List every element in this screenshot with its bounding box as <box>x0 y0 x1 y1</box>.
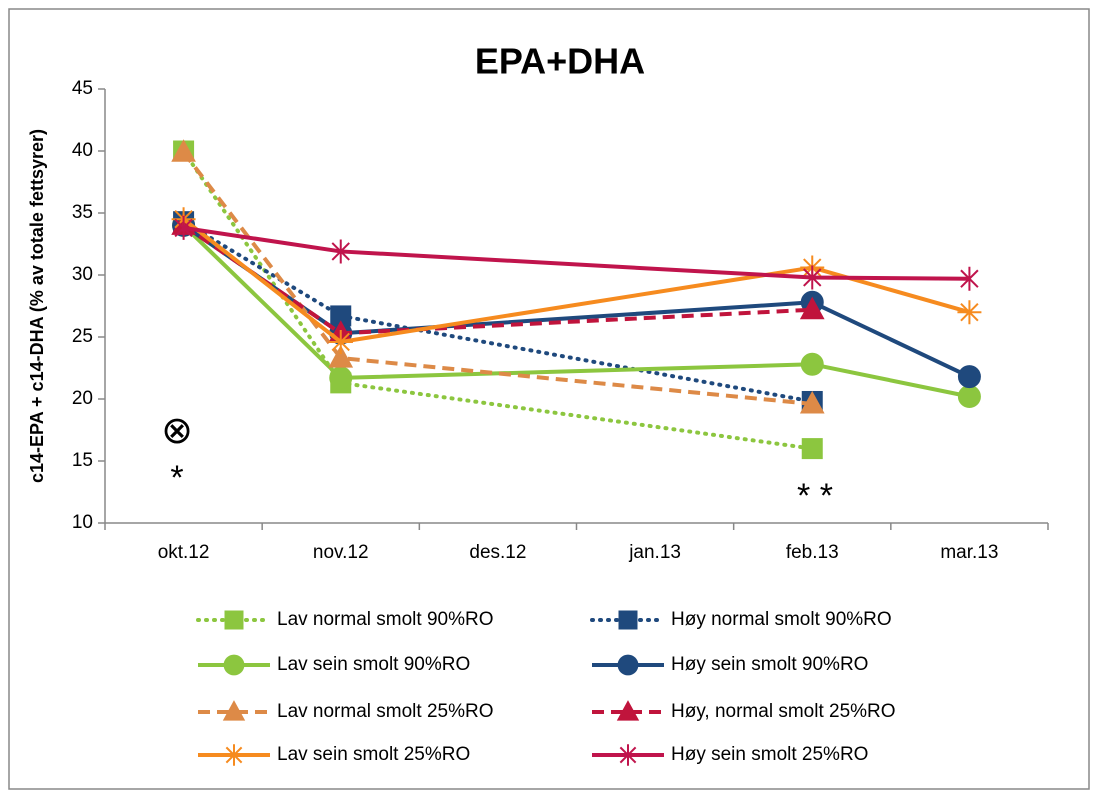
marker <box>801 438 823 460</box>
marker-shape <box>960 266 979 291</box>
marker-shape <box>800 352 824 376</box>
x-tick-label: nov.12 <box>313 542 369 563</box>
marker <box>222 700 246 721</box>
marker <box>800 352 824 376</box>
y-tick-label: 15 <box>72 450 93 471</box>
x-tick-label: okt.12 <box>158 542 210 563</box>
marker-shape <box>619 744 637 766</box>
marker <box>957 385 981 409</box>
y-tick-label: 45 <box>72 78 93 99</box>
marker-shape <box>224 610 244 630</box>
y-tick-label: 40 <box>72 140 93 161</box>
marker-shape <box>957 385 981 409</box>
marker <box>616 700 640 721</box>
x-tick-label: des.12 <box>469 542 526 563</box>
marker-shape <box>618 610 638 630</box>
legend-item: Høy, normal smolt 25%RO <box>592 701 896 722</box>
marker-shape <box>171 139 196 162</box>
marker <box>957 300 982 325</box>
marker <box>174 215 193 240</box>
y-tick-label: 25 <box>72 326 93 347</box>
legend-label: Høy, normal smolt 25%RO <box>671 701 896 722</box>
marker <box>171 139 196 162</box>
marker-shape <box>328 329 353 354</box>
legend-item: Lav normal smolt 90%RO <box>196 609 493 630</box>
x-tick-label: mar.13 <box>940 542 998 563</box>
marker-shape <box>803 265 822 290</box>
marker <box>803 265 822 290</box>
series-line <box>182 223 970 399</box>
y-tick-label: 30 <box>72 264 93 285</box>
legend-label: Høy sein smolt 90%RO <box>671 654 868 675</box>
legend-item: Lav normal smolt 25%RO <box>198 701 493 722</box>
marker-shape <box>328 345 354 368</box>
marker <box>223 654 245 676</box>
marker <box>960 266 979 291</box>
marker-shape <box>957 365 981 389</box>
chart-title: EPA+DHA <box>475 41 645 82</box>
marker-shape <box>223 654 245 676</box>
legend-label: Høy sein smolt 25%RO <box>671 744 868 765</box>
x-tick-label: jan.13 <box>628 542 681 563</box>
marker-shape <box>222 700 246 721</box>
marker-shape <box>329 366 353 390</box>
marker-shape <box>957 300 982 325</box>
y-tick-label: 10 <box>72 512 93 533</box>
marker-shape <box>799 296 825 320</box>
marker-shape <box>174 215 193 240</box>
marker <box>799 390 825 414</box>
series-line <box>183 225 970 281</box>
series-line <box>182 217 970 344</box>
marker <box>329 366 353 390</box>
marker <box>331 239 350 264</box>
marker-shape <box>617 654 639 676</box>
legend-item: Høy normal smolt 90%RO <box>590 609 892 630</box>
marker <box>618 610 638 630</box>
marker <box>223 744 245 766</box>
legend-label: Lav sein smolt 90%RO <box>277 654 470 675</box>
legend-label: Lav sein smolt 25%RO <box>277 744 470 765</box>
legend-label: Høy normal smolt 90%RO <box>671 609 892 630</box>
chart-border <box>8 8 1090 790</box>
y-tick-label: 35 <box>72 202 93 223</box>
marker <box>328 329 353 354</box>
annotation: * * <box>797 477 833 515</box>
marker-shape <box>801 438 823 460</box>
legend-label: Lav normal smolt 25%RO <box>277 701 493 722</box>
annotation: * <box>170 459 183 497</box>
y-axis-label: c14-EPA + c14-DHA (% av totale fettsyrer… <box>27 129 47 483</box>
y-tick-label: 20 <box>72 388 93 409</box>
annotation: ⊗ <box>161 410 193 452</box>
marker <box>957 365 981 389</box>
legend-label: Lav normal smolt 90%RO <box>277 609 493 630</box>
marker <box>799 296 825 320</box>
marker <box>328 345 354 368</box>
marker-shape <box>223 744 245 766</box>
x-tick-label: feb.13 <box>786 542 839 563</box>
marker <box>617 654 639 676</box>
marker <box>224 610 244 630</box>
marker-shape <box>331 239 350 264</box>
marker-shape <box>799 390 825 414</box>
marker <box>619 744 637 766</box>
marker-shape <box>616 700 640 721</box>
